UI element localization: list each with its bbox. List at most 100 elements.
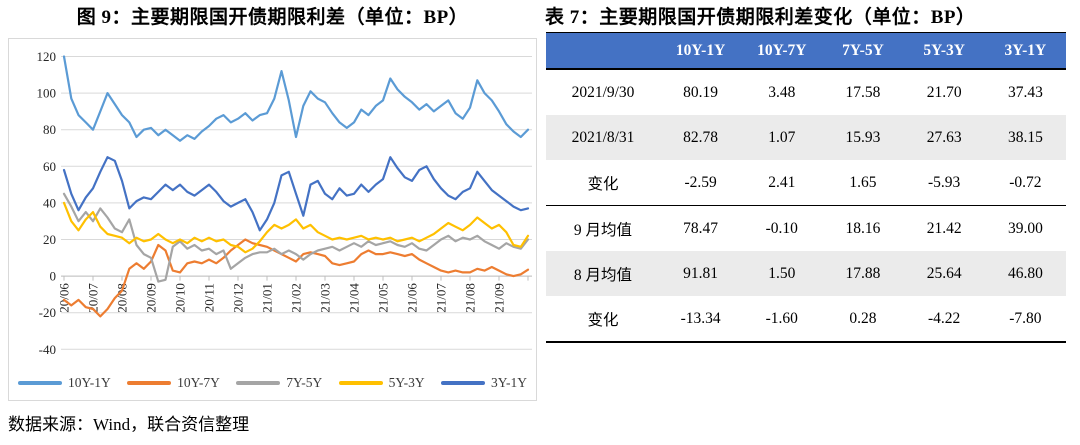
legend-item-3y-1y: 3Y-1Y	[441, 375, 527, 391]
table-column-header: 7Y-5Y	[822, 32, 904, 70]
y-axis-tick-label: 100	[37, 86, 57, 101]
table-header-blank	[546, 32, 660, 70]
legend-item-5y-3y: 5Y-3Y	[338, 375, 425, 391]
table-cell: -4.22	[903, 296, 985, 343]
x-axis-tick-label: 20/08	[115, 283, 130, 313]
table-cell: -0.10	[765, 219, 798, 237]
spread-change-table: 10Y-1Y 10Y-7Y 7Y-5Y 5Y-3Y 3Y-1Y 2021/9/30 80.…	[546, 32, 1066, 343]
table-cell: 21.70	[926, 83, 962, 101]
table-cell: 17.88	[822, 251, 904, 296]
y-axis-tick-label: -20	[39, 305, 56, 320]
table-cell: 80.19	[683, 83, 719, 101]
table-row: 9 月均值 78.47 -0.10 18.16 21.42 39.00	[546, 206, 1066, 252]
x-axis-tick-label: 20/11	[202, 283, 217, 312]
table-cell: 39.00	[1007, 219, 1043, 237]
row-label: 8 月均值	[546, 251, 660, 296]
x-axis-tick-label: 20/07	[86, 283, 101, 313]
y-axis-tick-label: 40	[43, 195, 56, 210]
x-axis-tick-label: 21/08	[463, 283, 478, 313]
series-line-7y-5y	[62, 192, 530, 283]
table-row: 2021/9/30 80.19 3.48 17.58 21.70 37.43	[546, 69, 1066, 115]
table-cell: -0.72	[984, 160, 1066, 206]
table-cell: 38.15	[984, 115, 1066, 160]
legend-item-7y-5y: 7Y-5Y	[236, 375, 322, 391]
table-cell: 17.58	[845, 83, 881, 101]
x-axis-tick-label: 21/05	[376, 283, 391, 313]
x-axis-tick-label: 21/07	[434, 283, 449, 313]
legend-label: 3Y-1Y	[491, 375, 527, 390]
y-axis-tick-label: 120	[37, 49, 57, 64]
table-column-header: 10Y-1Y	[660, 32, 742, 70]
legend-line-swatch	[338, 381, 383, 385]
x-axis-tick-label: 21/06	[405, 283, 420, 313]
table-column-header: 5Y-3Y	[903, 32, 985, 70]
y-axis-tick-label: 20	[43, 232, 56, 247]
table-cell: -1.60	[741, 296, 823, 343]
series-line-5y-3y	[62, 201, 530, 254]
legend-item-10y-7y: 10Y-7Y	[127, 375, 220, 391]
row-label: 变化	[546, 296, 660, 343]
table-cell: 0.28	[822, 296, 904, 343]
y-axis-tick-label: 60	[43, 159, 56, 174]
table-column-header: 10Y-7Y	[741, 32, 823, 70]
row-label: 2021/9/30	[571, 83, 635, 101]
legend-label: 10Y-7Y	[177, 375, 220, 390]
chart-legend: 10Y-1Y 10Y-7Y 7Y-5Y 5Y-3Y 3Y-1Y	[18, 375, 527, 391]
table-row: 2021/8/31 82.78 1.07 15.93 27.63 38.15	[546, 115, 1066, 160]
x-axis-tick-label: 21/02	[289, 283, 304, 313]
table-cell: 3.48	[768, 83, 796, 101]
legend-line-swatch	[441, 381, 485, 385]
x-axis-tick-label: 20/06	[57, 283, 72, 313]
table-cell: 37.43	[1007, 83, 1043, 101]
table-cell: 91.81	[660, 251, 742, 296]
x-axis-tick-label: 20/12	[231, 283, 246, 313]
row-label: 变化	[546, 160, 660, 206]
x-axis-tick-label: 21/04	[347, 283, 362, 313]
y-axis-tick-label: 0	[50, 269, 57, 284]
table-cell: 25.64	[903, 251, 985, 296]
series-line-10y-7y	[62, 238, 530, 318]
legend-label: 10Y-1Y	[68, 375, 111, 390]
legend-label: 5Y-3Y	[388, 375, 425, 390]
chart-panel: -40 -20 0 20 40 60 80 100 120 20/06 20/07 20/08 20/0…	[8, 38, 537, 401]
x-axis-tick-label: 21/09	[492, 283, 507, 313]
table-cell: -5.93	[903, 160, 985, 206]
table-cell: -2.59	[660, 160, 742, 206]
x-axis-tick-label: 21/03	[318, 283, 333, 313]
y-axis-tick-label: -40	[39, 342, 56, 357]
table-cell: 18.16	[845, 219, 881, 237]
table-title: 表 7：主要期限国开债期限利差变化（单位：BP）	[545, 7, 976, 28]
x-axis-tick-label: 20/10	[173, 283, 188, 313]
y-axis-tick-label: 80	[43, 122, 56, 137]
table-cell: -13.34	[660, 296, 742, 343]
table-cell: 27.63	[903, 115, 985, 160]
table-cell: 46.80	[984, 251, 1066, 296]
table-cell: 78.47	[683, 219, 719, 237]
series-line-3y-1y	[62, 156, 530, 232]
table-row: 8 月均值 91.81 1.50 17.88 25.64 46.80	[546, 251, 1066, 296]
table-cell: 1.65	[822, 160, 904, 206]
legend-line-swatch	[18, 381, 62, 385]
data-source-note: 数据来源：Wind，联合资信整理	[8, 415, 250, 434]
table-cell: 2.41	[741, 160, 823, 206]
legend-line-swatch	[236, 381, 281, 385]
series-line-10y-1y	[62, 55, 530, 142]
chart-title: 图 9：主要期限国开债期限利差（单位：BP）	[76, 7, 469, 28]
table-header-row: 10Y-1Y 10Y-7Y 7Y-5Y 5Y-3Y 3Y-1Y	[546, 32, 1066, 70]
line-chart: -40 -20 0 20 40 60 80 100 120 20/06 20/07 20/08 20/0…	[37, 49, 532, 357]
x-axis-tick-label: 21/01	[260, 283, 275, 313]
row-label: 2021/8/31	[546, 115, 660, 160]
table-cell: -7.80	[984, 296, 1066, 343]
table-row: 变化 -13.34 -1.60 0.28 -4.22 -7.80	[546, 296, 1066, 343]
table-cell: 82.78	[660, 115, 742, 160]
table-cell: 21.42	[926, 219, 962, 237]
legend-item-10y-1y: 10Y-1Y	[18, 375, 111, 391]
table-column-header: 3Y-1Y	[984, 32, 1066, 70]
table-cell: 1.07	[741, 115, 823, 160]
legend-line-swatch	[127, 381, 172, 385]
legend-label: 7Y-5Y	[286, 375, 323, 390]
row-label: 9 月均值	[573, 221, 633, 239]
table-cell: 15.93	[822, 115, 904, 160]
table-cell: 1.50	[741, 251, 823, 296]
table-row: 变化 -2.59 2.41 1.65 -5.93 -0.72	[546, 160, 1066, 206]
